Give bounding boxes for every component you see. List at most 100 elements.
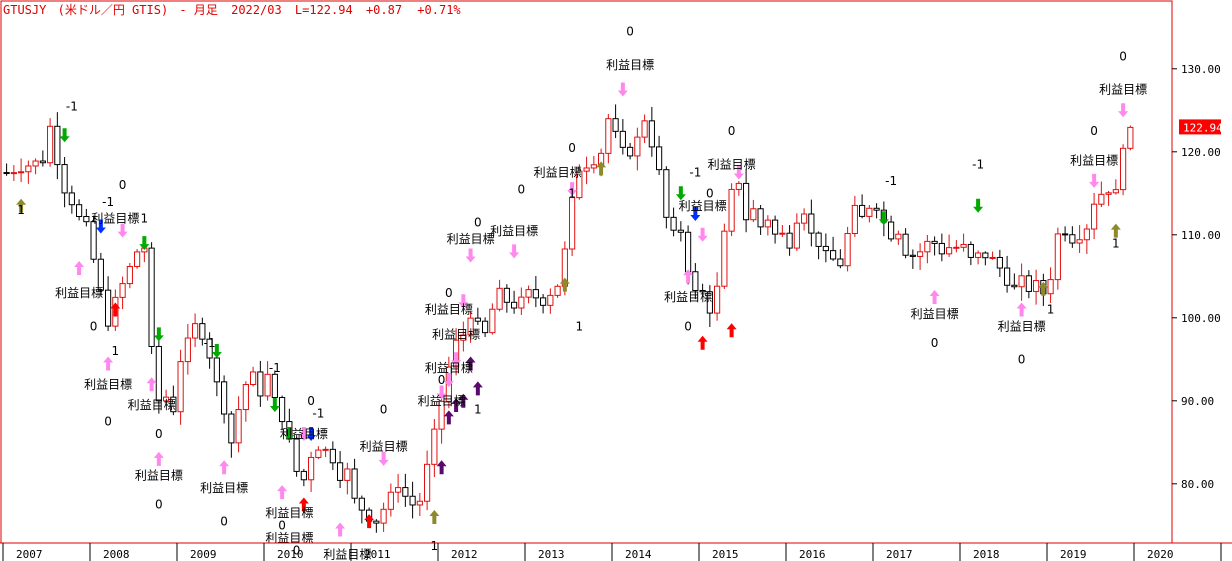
symbol: GTUSJY	[3, 3, 47, 17]
candle-body	[996, 256, 1003, 269]
signal-label: 1	[576, 319, 584, 333]
candle-body	[264, 373, 271, 397]
candle-body	[1033, 280, 1040, 292]
candle-body	[1098, 193, 1105, 205]
candle-body	[315, 449, 322, 458]
candle-body	[68, 192, 75, 206]
profit-target-label: 利益目標	[425, 303, 473, 317]
profit-target-label: 利益目標	[425, 361, 473, 375]
signal-label: 1	[373, 560, 381, 561]
candle-body	[39, 160, 46, 164]
arrow-down-icon	[451, 352, 462, 367]
candle-body	[228, 413, 235, 444]
signal-label: -1	[885, 174, 897, 188]
candle-body	[924, 240, 931, 253]
candle-body	[619, 130, 626, 148]
signal-label: 0	[380, 402, 388, 416]
signal-label: 0	[445, 286, 453, 300]
signal-label: 0	[474, 216, 482, 230]
price-tag-label: 122.94	[1183, 121, 1223, 134]
candle-body	[395, 487, 402, 493]
candle-body	[656, 146, 663, 171]
candle-body	[764, 219, 771, 228]
candle-body	[503, 287, 510, 303]
candle-body	[960, 243, 967, 248]
candle-body	[467, 317, 474, 336]
profit-target-label: 利益目標	[708, 157, 756, 171]
arrow-down-icon	[378, 451, 389, 466]
candle-body	[221, 381, 228, 415]
signal-label: 0	[1018, 352, 1026, 366]
profit-target-label: 利益目標	[490, 224, 538, 238]
arrow-down-icon	[697, 227, 708, 242]
y-tick-label: 110.00	[1181, 229, 1221, 242]
candle-body	[119, 283, 126, 298]
time-axis[interactable]: 2007 2008 2009 2010 2011 2012 2013 2014 2015 2016…	[2, 543, 1232, 561]
arrow-up-icon	[219, 460, 230, 475]
x-tick-label: 2011	[364, 548, 391, 561]
candle-body	[482, 320, 489, 334]
candle-body	[728, 188, 735, 232]
arrow-up-icon	[429, 510, 440, 525]
candle-body	[801, 213, 808, 224]
signal-label: 0	[104, 415, 112, 429]
candle-body	[351, 468, 358, 499]
arrow-up-icon	[1110, 223, 1121, 238]
signal-label: 1	[141, 211, 149, 225]
profit-target-label: 利益目標	[135, 469, 183, 483]
candle-body	[1069, 234, 1076, 244]
candle-body	[743, 182, 750, 221]
candle-body	[402, 487, 409, 497]
signal-label: 0	[706, 186, 714, 200]
price-change-pct: +0.71%	[417, 3, 461, 17]
candle-body	[1127, 126, 1134, 149]
candle-body	[438, 400, 445, 430]
profit-target-label: 利益目標	[911, 307, 959, 321]
arrow-up-icon	[472, 381, 483, 396]
y-tick-label: 120.00	[1181, 146, 1221, 159]
arrow-up-icon	[1016, 302, 1027, 317]
candle-body	[424, 463, 431, 502]
candle-body	[605, 118, 612, 154]
x-tick-label: 2012	[451, 548, 478, 561]
arrow-down-icon	[269, 397, 280, 412]
arrow-down-icon	[443, 373, 454, 388]
candle-body	[1011, 284, 1018, 288]
candle-body	[540, 297, 547, 306]
candle-body	[199, 323, 206, 340]
candle-body	[989, 256, 996, 259]
candle-body	[888, 221, 895, 240]
candle-body	[1091, 203, 1098, 230]
candle-body	[213, 357, 220, 383]
candle-body	[83, 215, 90, 223]
arrow-down-icon	[1118, 103, 1129, 118]
candle-body	[590, 164, 597, 169]
arrow-up-icon	[559, 277, 570, 292]
price-tag-bg	[1179, 119, 1221, 135]
arrow-up-icon	[451, 397, 462, 412]
arrow-down-icon	[690, 207, 701, 222]
candle-body	[1018, 275, 1025, 288]
candle-body	[235, 409, 242, 444]
arrow-down-icon	[733, 165, 744, 180]
candle-body	[902, 233, 909, 256]
profit-target-label: 利益目標	[323, 548, 371, 561]
profit-target-label: 利益目標	[432, 328, 480, 342]
candle-body	[583, 167, 590, 172]
candle-body	[648, 120, 655, 148]
signal-label: 0	[278, 518, 286, 532]
price-axis[interactable]: 130.00 120.00 110.00 100.00 90.00 80.00	[1172, 63, 1221, 491]
signal-label: 0	[568, 141, 576, 155]
arrow-up-icon	[443, 410, 454, 425]
candle-body	[344, 468, 351, 481]
candle-body	[1112, 189, 1119, 194]
y-tick-label: 100.00	[1181, 312, 1221, 325]
profit-target-label: 利益目標	[1070, 153, 1118, 167]
candle-body	[300, 470, 307, 481]
candle-body	[685, 231, 692, 273]
candle-body	[641, 120, 648, 138]
arrow-up-icon	[110, 302, 121, 317]
arrow-down-icon	[973, 198, 984, 213]
candle-body	[460, 334, 467, 341]
